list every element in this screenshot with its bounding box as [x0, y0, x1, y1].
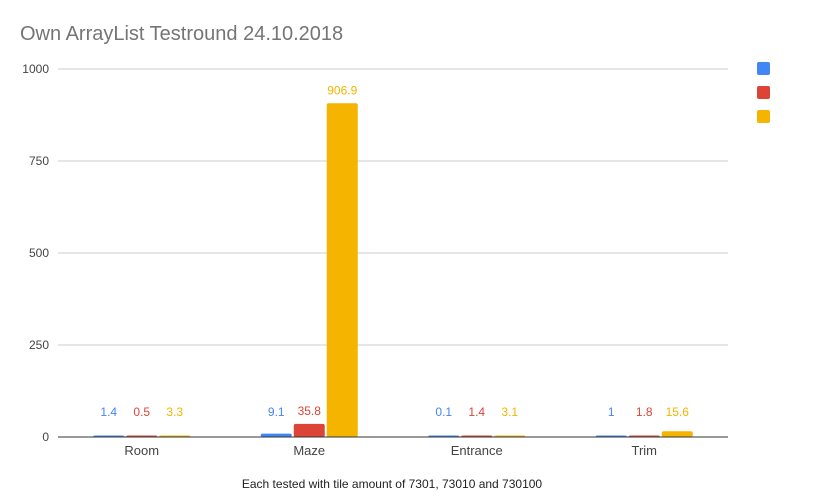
y-tick-label: 500 — [29, 246, 49, 260]
data-label: 1.8 — [636, 405, 653, 419]
legend-swatch — [757, 62, 770, 75]
legend-swatch — [757, 110, 770, 123]
category-label: Entrance — [451, 443, 503, 458]
category-label: Maze — [293, 443, 325, 458]
data-label: 9.1 — [268, 405, 285, 419]
data-label: 15.6 — [666, 405, 690, 419]
data-label: 1.4 — [100, 405, 117, 419]
y-tick-label: 250 — [29, 338, 49, 352]
data-label: 906.9 — [327, 83, 357, 97]
y-tick-label: 0 — [42, 430, 49, 444]
x-axis-categories: Room Maze Entrance Trim — [124, 443, 657, 458]
data-label: 35.8 — [298, 404, 322, 418]
legend — [757, 62, 770, 123]
bar — [260, 433, 292, 437]
y-tick-label: 1000 — [22, 62, 49, 76]
category-label: Trim — [631, 443, 657, 458]
bar — [661, 431, 693, 437]
bars — [93, 103, 693, 437]
bar — [293, 423, 325, 437]
y-tick-label: 750 — [29, 154, 49, 168]
y-axis-ticks: 0 250 500 750 1000 — [22, 62, 49, 444]
legend-swatch — [757, 86, 770, 99]
category-label: Room — [124, 443, 159, 458]
bar — [326, 103, 358, 437]
data-label: 3.3 — [166, 405, 183, 419]
gridlines — [58, 68, 728, 346]
data-labels: 1.4 0.5 3.3 9.1 35.8 906.9 0.1 1.4 3.1 1 1.8 15.6 — [100, 83, 689, 419]
chart-title: Own ArrayList Testround 24.10.2018 — [20, 23, 343, 45]
data-label: 1 — [608, 405, 615, 419]
data-label: 0.1 — [435, 405, 452, 419]
data-label: 1.4 — [468, 405, 485, 419]
data-label: 0.5 — [133, 405, 150, 419]
x-axis-label: Each tested with tile amount of 7301, 73… — [242, 477, 543, 491]
data-label: 3.1 — [501, 405, 518, 419]
